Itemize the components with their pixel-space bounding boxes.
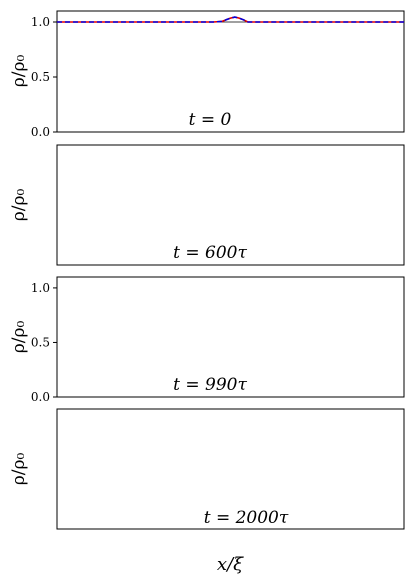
y-axis-label: ρ/ρ₀	[9, 55, 29, 88]
panel-title: t = 2000τ	[204, 508, 289, 528]
panel-title: t = 600τ	[173, 243, 247, 263]
y-ticks: 0.0 0.5 1.0	[31, 15, 57, 139]
x-axis-label: x/ξ	[217, 554, 244, 575]
series-line-dashed-blue	[57, 16, 404, 23]
panel-title: t = 0	[189, 110, 232, 130]
plot-frame	[56, 10, 405, 133]
y-tick-label: 0.5	[31, 70, 50, 84]
plot-frame	[56, 408, 405, 530]
y-tick-label: 1.0	[31, 281, 50, 295]
y-tick-label: 0.0	[31, 125, 50, 139]
plot-frame	[56, 144, 405, 266]
panel-2: ρ/ρ₀ t = 990τ	[9, 276, 405, 398]
y-axis-label: ρ/ρ₀	[9, 189, 29, 222]
y-axis-label: ρ/ρ₀	[9, 321, 29, 354]
y-axis-label: ρ/ρ₀	[9, 453, 29, 486]
plot-frame	[56, 276, 405, 398]
y-tick-label: 1.0	[31, 15, 50, 29]
panel-title: t = 990τ	[173, 375, 247, 395]
y-ticks: 0.0 0.5 1.0	[31, 281, 57, 404]
series-lines	[57, 16, 404, 23]
y-tick-label: 0.0	[31, 390, 50, 404]
panel-3: ρ/ρ₀ t = 2000τ	[9, 408, 405, 530]
panel-0: 0.0 0.5 1.0 ρ/ρ₀ t = 0	[9, 10, 405, 139]
series-line-solid-red	[57, 288, 404, 307]
panel-1: 0.0 0.5 1.0 ρ/ρ₀ t = 600τ	[9, 144, 405, 404]
y-tick-label: 0.5	[31, 335, 50, 349]
